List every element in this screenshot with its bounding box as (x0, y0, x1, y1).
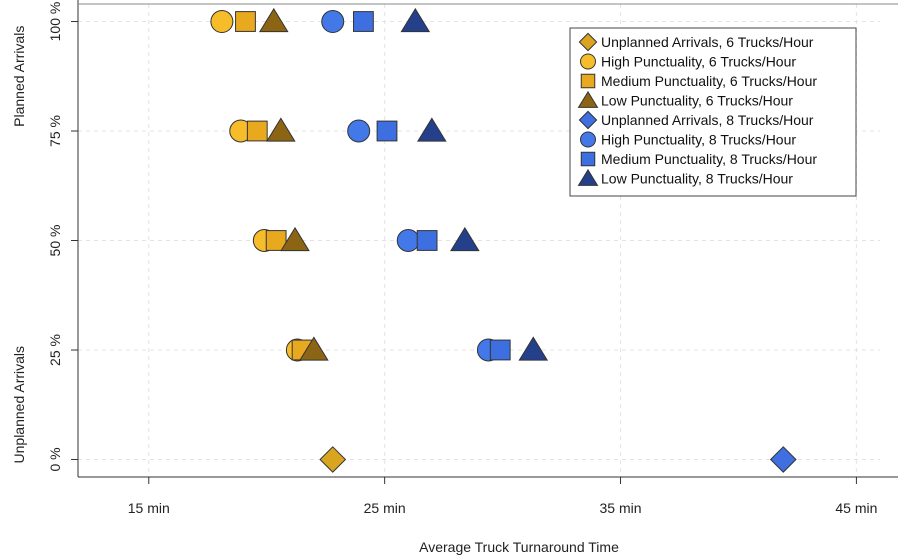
data-point (416, 230, 438, 251)
legend-square-marker (580, 151, 596, 167)
data-point (769, 446, 797, 473)
legend-box (569, 27, 857, 197)
legend-triangle-marker (577, 168, 599, 186)
y-axis-title-unplanned: Unplanned Arrivals (11, 346, 27, 464)
series-0 (319, 446, 347, 473)
data-point (319, 446, 347, 473)
y-tick-label: 75 % (47, 115, 63, 147)
data-point (265, 230, 287, 251)
series-2 (235, 11, 313, 361)
legend-label: Medium Punctuality, 8 Trucks/Hour (601, 151, 817, 167)
legend-diamond-marker (578, 32, 598, 52)
data-point (518, 336, 549, 361)
x-tick-label: 45 min (835, 500, 877, 516)
y-tick-label: 50 % (47, 225, 63, 257)
x-axis-title: Average Truck Turnaround Time (419, 539, 619, 555)
legend-square-marker (580, 73, 596, 89)
data-point (376, 120, 398, 142)
legend: Unplanned Arrivals, 6 Trucks/Hour High Pu… (569, 27, 857, 197)
series-7 (400, 7, 549, 361)
series-1 (210, 10, 309, 362)
data-point (396, 229, 420, 252)
y-tick-label: 25 % (47, 334, 63, 366)
y-tick-label: 0 % (47, 447, 63, 471)
data-point (450, 226, 480, 252)
x-tick-label: 25 min (364, 500, 406, 516)
data-point (210, 10, 234, 34)
data-point (400, 7, 431, 33)
legend-label: Low Punctuality, 8 Trucks/Hour (601, 171, 793, 187)
legend-label: High Punctuality, 8 Trucks/Hour (601, 132, 796, 148)
data-point (246, 120, 268, 142)
legend-diamond-marker (578, 110, 598, 130)
x-tick-label: 15 min (128, 500, 170, 516)
data-point (489, 339, 511, 361)
legend-label: High Punctuality, 6 Trucks/Hour (601, 54, 796, 70)
data-point (266, 117, 296, 142)
data-point (417, 117, 447, 142)
x-tick-label: 35 min (600, 500, 642, 516)
data-point (280, 226, 310, 252)
axes-layer: 15 min 25 min 35 min 45 min 0 % 25 % 50 % 75 % 1… (11, 0, 898, 555)
data-point (353, 11, 374, 32)
legend-circle-marker (580, 131, 596, 148)
series-5 (321, 10, 500, 362)
y-axis-title-planned: Planned Arrivals (11, 26, 27, 127)
series-3 (258, 7, 329, 361)
data-point (235, 11, 256, 32)
legend-label: Medium Punctuality, 6 Trucks/Hour (601, 73, 817, 89)
y-tick-label: 100 % (47, 2, 63, 42)
data-point (299, 336, 329, 361)
data-point (258, 7, 289, 33)
data-point (347, 119, 371, 143)
series-6 (353, 11, 511, 361)
legend-label: Unplanned Arrivals, 6 Trucks/Hour (601, 34, 814, 50)
data-point (321, 10, 345, 34)
legend-triangle-marker (577, 90, 599, 108)
legend-circle-marker (580, 53, 596, 70)
legend-label: Unplanned Arrivals, 8 Trucks/Hour (601, 112, 814, 128)
legend-label: Low Punctuality, 6 Trucks/Hour (601, 93, 793, 109)
marks-layer (210, 7, 797, 473)
series-4 (769, 446, 797, 473)
